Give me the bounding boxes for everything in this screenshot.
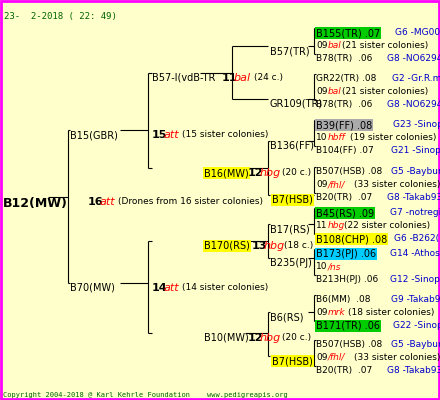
Text: G8 -NO6294R: G8 -NO6294R (387, 54, 440, 63)
Text: att: att (164, 130, 180, 140)
Text: B70(MW): B70(MW) (70, 283, 115, 293)
Text: 09: 09 (316, 180, 327, 189)
Text: bal: bal (328, 41, 342, 50)
Text: 16: 16 (88, 197, 104, 207)
Text: B171(TR) .06: B171(TR) .06 (316, 321, 380, 331)
Text: att: att (100, 197, 116, 207)
Text: B235(PJ): B235(PJ) (270, 258, 312, 268)
Text: att: att (164, 283, 180, 293)
Text: (14 sister colonies): (14 sister colonies) (182, 283, 268, 292)
Text: (24 c.): (24 c.) (254, 73, 283, 82)
Text: hbg: hbg (260, 168, 281, 178)
Text: 10: 10 (316, 262, 327, 271)
Text: 23-  2-2018 ( 22: 49): 23- 2-2018 ( 22: 49) (4, 12, 117, 21)
Text: B17(RS): B17(RS) (270, 224, 310, 234)
Text: B57-l(vdB-TR: B57-l(vdB-TR (152, 73, 215, 83)
Text: 12: 12 (248, 168, 264, 178)
Text: B173(PJ) .06: B173(PJ) .06 (316, 249, 376, 259)
Text: (20 c.): (20 c.) (282, 168, 311, 177)
Text: G23 -Sinop62R: G23 -Sinop62R (393, 120, 440, 129)
Text: G8 -Takab93aR: G8 -Takab93aR (387, 366, 440, 375)
Text: hbg: hbg (328, 221, 345, 230)
Text: G22 -Sinop62R: G22 -Sinop62R (393, 321, 440, 330)
Text: /fhl/: /fhl/ (328, 353, 345, 362)
Text: (Drones from 16 sister colonies): (Drones from 16 sister colonies) (118, 197, 263, 206)
Text: 14: 14 (152, 283, 168, 293)
Text: G8 -NO6294R: G8 -NO6294R (387, 100, 440, 109)
Text: B507(HSB) .08: B507(HSB) .08 (316, 340, 382, 349)
Text: B39(FF) .08: B39(FF) .08 (316, 120, 372, 130)
Text: 09: 09 (316, 353, 327, 362)
Text: (18 c.): (18 c.) (284, 241, 313, 250)
Text: G14 -AthosSt80R: G14 -AthosSt80R (390, 249, 440, 258)
Text: (22 sister colonies): (22 sister colonies) (344, 221, 430, 230)
Text: G12 -SinopEgg86R: G12 -SinopEgg86R (390, 275, 440, 284)
Text: (21 sister colonies): (21 sister colonies) (342, 41, 428, 50)
Text: B6(RS): B6(RS) (270, 312, 304, 322)
Text: B155(TR) .07: B155(TR) .07 (316, 28, 380, 38)
Text: 11: 11 (316, 221, 327, 230)
Text: B108(CHP) .08: B108(CHP) .08 (316, 234, 387, 244)
Text: B104(FF) .07: B104(FF) .07 (316, 146, 374, 155)
Text: B12(MW): B12(MW) (3, 197, 68, 210)
Text: B20(TR)  .07: B20(TR) .07 (316, 193, 372, 202)
Text: 15: 15 (152, 130, 167, 140)
Text: B7(HSB): B7(HSB) (272, 356, 313, 366)
Text: B7(HSB): B7(HSB) (272, 195, 313, 205)
Text: B170(RS): B170(RS) (204, 241, 250, 251)
Text: (15 sister colonies): (15 sister colonies) (182, 130, 268, 139)
Text: B78(TR)  .06: B78(TR) .06 (316, 54, 372, 63)
Text: Copyright 2004-2018 @ Karl Kehrle Foundation    www.pedigreapis.org: Copyright 2004-2018 @ Karl Kehrle Founda… (3, 392, 288, 398)
Text: hbg: hbg (260, 333, 281, 343)
Text: 09: 09 (316, 87, 327, 96)
Text: G6 -MG00R: G6 -MG00R (395, 28, 440, 37)
Text: 11: 11 (222, 73, 238, 83)
Text: B45(RS) .09: B45(RS) .09 (316, 208, 374, 218)
Text: GR22(TR) .08: GR22(TR) .08 (316, 74, 376, 83)
Text: G6 -B262(NE): G6 -B262(NE) (394, 234, 440, 243)
Text: B16(MW): B16(MW) (204, 168, 249, 178)
Text: 09: 09 (316, 41, 327, 50)
Text: (21 sister colonies): (21 sister colonies) (342, 87, 428, 96)
Text: (33 sister colonies): (33 sister colonies) (354, 353, 440, 362)
Text: G21 -Sinop62R: G21 -Sinop62R (391, 146, 440, 155)
Text: G7 -notregiste: G7 -notregiste (390, 208, 440, 217)
Text: B78(TR)  .06: B78(TR) .06 (316, 100, 372, 109)
Text: 13: 13 (252, 241, 268, 251)
Text: bal: bal (328, 87, 342, 96)
Text: G8 -Takab93aR: G8 -Takab93aR (387, 193, 440, 202)
Text: 12: 12 (248, 333, 264, 343)
Text: bal: bal (234, 73, 251, 83)
Text: (18 sister colonies): (18 sister colonies) (348, 308, 434, 317)
Text: /ns: /ns (328, 262, 341, 271)
Text: hbg: hbg (264, 241, 285, 251)
Text: B6(MM)  .08: B6(MM) .08 (316, 295, 370, 304)
Text: G9 -Takab93R: G9 -Takab93R (391, 295, 440, 304)
Text: G5 -Bayburt98-3: G5 -Bayburt98-3 (391, 167, 440, 176)
Text: B10(MW): B10(MW) (204, 333, 249, 343)
Text: G5 -Bayburt98-3: G5 -Bayburt98-3 (391, 340, 440, 349)
Text: 10: 10 (316, 133, 327, 142)
Text: 09: 09 (316, 308, 327, 317)
Text: (19 sister colonies): (19 sister colonies) (350, 133, 436, 142)
Text: (33 sister colonies): (33 sister colonies) (354, 180, 440, 189)
Text: G2 -Gr.R.mounta: G2 -Gr.R.mounta (392, 74, 440, 83)
Text: (20 c.): (20 c.) (282, 333, 311, 342)
Text: B136(FF): B136(FF) (270, 141, 314, 151)
Text: B507(HSB) .08: B507(HSB) .08 (316, 167, 382, 176)
Text: /fhl/: /fhl/ (328, 180, 345, 189)
Text: GR109(TR): GR109(TR) (270, 99, 323, 109)
Text: hbff: hbff (328, 133, 346, 142)
Text: B213H(PJ) .06: B213H(PJ) .06 (316, 275, 378, 284)
Text: B57(TR): B57(TR) (270, 46, 310, 56)
Text: B15(GBR): B15(GBR) (70, 130, 118, 140)
Text: B20(TR)  .07: B20(TR) .07 (316, 366, 372, 375)
Text: mrk: mrk (328, 308, 346, 317)
